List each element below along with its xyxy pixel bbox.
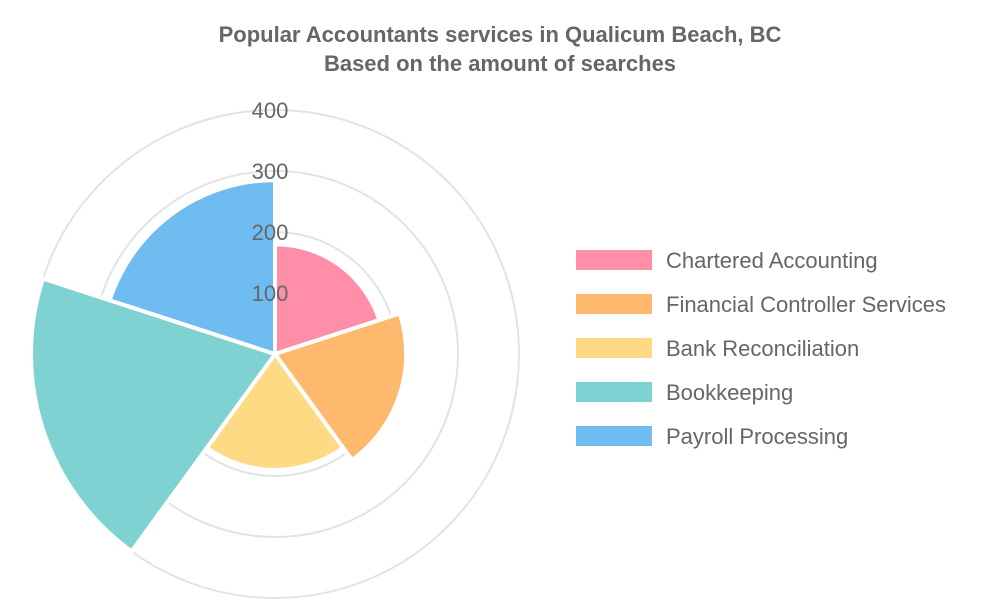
legend-label-bookkeeping[interactable]: Bookkeeping — [666, 380, 793, 405]
sector-payroll-processing[interactable] — [107, 178, 277, 356]
legend-swatch-bookkeeping[interactable] — [576, 382, 652, 402]
radial-tick-labels: 100 200 300 400 — [252, 98, 289, 306]
tick-label-100: 100 — [252, 281, 289, 306]
tick-label-200: 200 — [252, 220, 289, 245]
title-block: Popular Accountants services in Qualicum… — [0, 20, 1000, 78]
legend-label-bank-reconciliation[interactable]: Bank Reconciliation — [666, 336, 859, 361]
legend-swatch-bank-reconciliation[interactable] — [576, 338, 652, 358]
chart-title: Popular Accountants services in Qualicum… — [218, 22, 782, 47]
tick-label-400: 400 — [252, 98, 289, 123]
chart-sectors — [29, 178, 409, 554]
sector-bank-reconciliation[interactable] — [204, 352, 346, 472]
chart-subtitle: Based on the amount of searches — [323, 51, 677, 76]
legend-swatch-financial-controller-services[interactable] — [576, 294, 652, 314]
sector-bookkeeping[interactable] — [29, 276, 277, 554]
tick-label-300: 300 — [252, 159, 289, 184]
legend-swatch-chartered-accounting[interactable] — [576, 250, 652, 270]
legend-label-chartered-accounting[interactable]: Chartered Accounting — [666, 248, 878, 273]
legend-swatch-payroll-processing[interactable] — [576, 426, 652, 446]
legend-label-financial-controller-services[interactable]: Financial Controller Services — [666, 292, 946, 317]
sector-financial-controller-services[interactable] — [273, 311, 409, 463]
chart-legend: Chartered Accounting Financial Controller… — [576, 248, 946, 449]
legend-label-payroll-processing[interactable]: Payroll Processing — [666, 424, 848, 449]
